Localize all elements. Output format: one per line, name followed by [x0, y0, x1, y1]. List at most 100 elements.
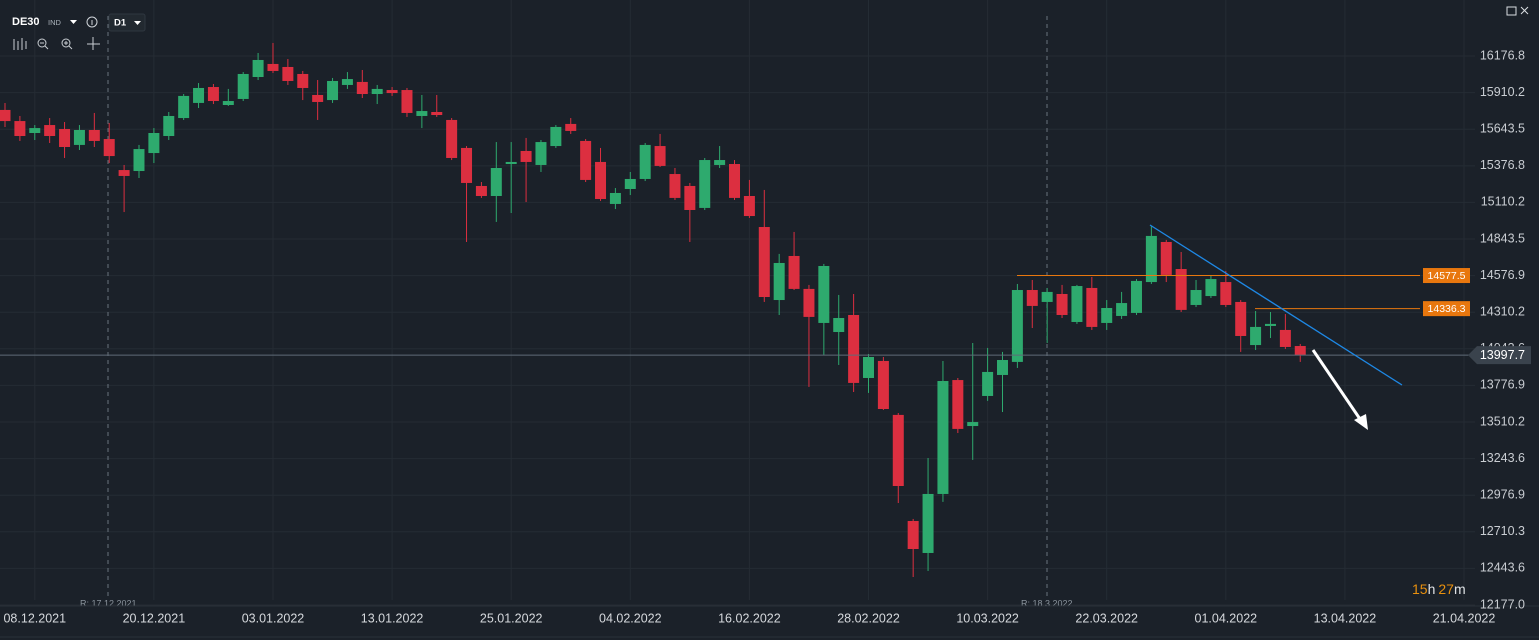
candle-body [446, 119, 458, 158]
y-tick-label: 13243.6 [1480, 451, 1525, 465]
candle-body [416, 111, 428, 116]
countdown-unit: m [1454, 581, 1466, 597]
x-tick-label: 10.03.2022 [956, 611, 1019, 625]
candle-body [1235, 301, 1247, 336]
price-level-box [1423, 268, 1470, 284]
countdown-unit: h [1428, 581, 1436, 597]
timeframe-box[interactable] [108, 13, 146, 32]
candle-body [669, 174, 681, 198]
candle-body [1071, 286, 1083, 322]
candle-body [327, 80, 339, 101]
marker-label: R: 18.3.2022 [1021, 598, 1073, 608]
y-tick-label: 15376.8 [1480, 158, 1525, 172]
candle-body [148, 132, 160, 154]
candle-body [818, 265, 830, 323]
candle-body [684, 185, 696, 210]
candle-body [535, 142, 547, 165]
maximize-icon[interactable] [1506, 6, 1517, 16]
plot [0, 42, 1475, 578]
y-tick-label: 15910.2 [1480, 85, 1525, 99]
candle-body [297, 73, 309, 88]
candle-body [267, 63, 279, 71]
y-tick-label: 13776.9 [1480, 378, 1525, 392]
y-tick-label: 13510.2 [1480, 414, 1525, 428]
candle-body [624, 178, 636, 189]
y-tick-label: 12710.3 [1480, 524, 1525, 538]
candle-body [237, 73, 249, 99]
candle-body [520, 150, 532, 162]
candle-body [892, 414, 904, 487]
candle-body [1116, 303, 1128, 316]
candle-body [937, 381, 949, 494]
candle-body [699, 160, 711, 208]
candle-body [654, 146, 666, 166]
candle-body [252, 59, 264, 77]
candle-body [386, 90, 398, 94]
candle-body [59, 129, 71, 147]
x-tick-label: 28.02.2022 [837, 611, 900, 625]
candle-body [1041, 291, 1053, 302]
candle-body [1056, 293, 1068, 315]
x-tick-label: 04.02.2022 [599, 611, 662, 625]
candle-body [1190, 290, 1202, 305]
candle-body [1220, 282, 1232, 305]
y-tick-label: 12976.9 [1480, 488, 1525, 502]
x-tick-label: 03.01.2022 [242, 611, 305, 625]
move-icon[interactable] [87, 37, 100, 50]
candle-body [1145, 235, 1157, 283]
dropdown-icon[interactable] [70, 20, 77, 24]
candle-body [505, 161, 517, 165]
zoom-out-icon[interactable] [37, 38, 47, 48]
candle-body [833, 318, 845, 333]
zoom-in-icon[interactable] [61, 38, 71, 48]
candle-body [565, 123, 577, 131]
candle-body [580, 140, 592, 180]
price-level-label: 14336.3 [1428, 303, 1466, 315]
candle-body [803, 288, 815, 317]
candle-body [1026, 290, 1038, 306]
candle-body [222, 101, 234, 105]
candle-body [848, 314, 860, 383]
symbol[interactable]: DE30 [12, 16, 40, 28]
candle-body [1294, 346, 1306, 356]
candle-body [729, 164, 741, 198]
candle-body [401, 90, 413, 113]
y-tick-label: 14310.2 [1480, 305, 1525, 319]
candle-body [29, 128, 41, 133]
candle-body [550, 126, 562, 147]
candle-body [341, 79, 353, 85]
x-tick-label: 08.12.2021 [3, 611, 66, 625]
candle-body [996, 360, 1008, 375]
y-tick-label: 12443.6 [1480, 561, 1525, 575]
info-icon[interactable] [86, 16, 98, 28]
candle-body [0, 109, 11, 122]
candle-body [922, 493, 934, 553]
x-axis-band [0, 606, 1539, 640]
candle-body [1250, 326, 1262, 346]
y-tick-label: 15643.5 [1480, 122, 1525, 136]
x-tick-label: 13.01.2022 [361, 611, 424, 625]
candle-body [475, 185, 487, 196]
candle-body [1086, 287, 1098, 327]
x-tick-label: 16.02.2022 [718, 611, 781, 625]
candle-body [1175, 269, 1187, 310]
candle-body [44, 125, 56, 137]
y-tick-label: 12177.0 [1480, 597, 1525, 611]
price-level-label: 14577.5 [1428, 270, 1466, 282]
candle-body [714, 160, 726, 165]
indicator-icon[interactable] [13, 38, 27, 50]
candle-body [163, 115, 175, 137]
candle-body [1130, 280, 1142, 313]
candle-body [371, 88, 383, 95]
candle-body [431, 111, 443, 116]
current-price-box [1468, 346, 1531, 365]
candle-body [1160, 241, 1172, 275]
candle-body [461, 147, 473, 183]
y-tick-label: 16176.8 [1480, 48, 1525, 62]
candle-body [88, 129, 100, 141]
close-icon[interactable] [1520, 6, 1529, 15]
candle-body [595, 161, 607, 200]
x-tick-label: 21.04.2022 [1433, 611, 1496, 625]
